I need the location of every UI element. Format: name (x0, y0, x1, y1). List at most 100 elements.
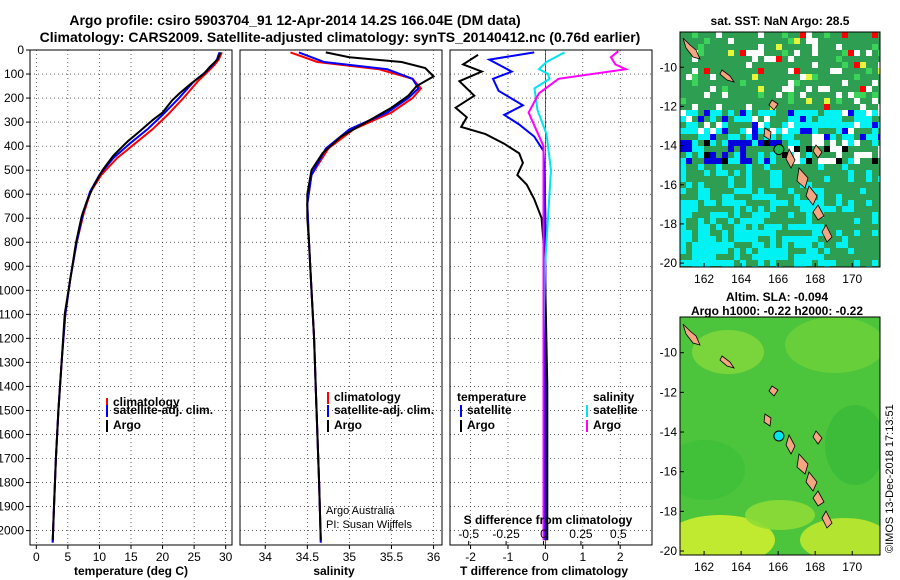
sst-cell (680, 164, 686, 170)
salinity-xlabel: salinity (313, 564, 355, 578)
sst-cell (854, 74, 860, 80)
sst-cell (830, 116, 836, 122)
series-line-climatology (51, 51, 223, 543)
sst-cell (740, 110, 746, 116)
sst-cell (872, 134, 878, 140)
sst-cell (848, 176, 854, 182)
sst-cell (854, 98, 860, 104)
sst-cell (722, 122, 728, 128)
sst-cell (692, 260, 698, 266)
sst-cell (854, 92, 860, 98)
sst-cell (842, 32, 848, 38)
sst-cell (812, 236, 818, 242)
sst-cell (800, 260, 806, 266)
sst-cell (758, 188, 764, 194)
sst-cell (734, 254, 740, 260)
sst-cell (770, 152, 776, 158)
sst-cell (842, 242, 848, 248)
x-tick-label: 2 (617, 550, 624, 564)
sst-cell (728, 158, 734, 164)
sst-cell (764, 164, 770, 170)
sst-cell (812, 230, 818, 236)
sst-cell (866, 116, 872, 122)
sst-cell (854, 50, 860, 56)
difference-legend-s-argo: Argo (593, 418, 621, 432)
sst-cell (836, 242, 842, 248)
sst-cell (854, 152, 860, 158)
sst-cell (710, 134, 716, 140)
sst-cell (794, 38, 800, 44)
sst-cell (806, 146, 812, 152)
sst-cell (770, 56, 776, 62)
sst-cell (770, 242, 776, 248)
temperature-xlabel: temperature (deg C) (74, 564, 188, 578)
sst-cell (680, 170, 686, 176)
sst-cell (716, 164, 722, 170)
sst-cell (698, 116, 704, 122)
sla-map-patch-3 (680, 440, 745, 500)
map-x-tick-label: 168 (805, 272, 825, 286)
sst-cell (824, 104, 830, 110)
sst-cell (872, 212, 878, 218)
sst-cell (716, 242, 722, 248)
sst-cell (770, 128, 776, 134)
sst-cell (704, 140, 710, 146)
sst-cell (722, 260, 728, 266)
sst-cell (770, 140, 776, 146)
sst-cell (734, 236, 740, 242)
sst-cell (680, 98, 686, 104)
sst-cell (824, 122, 830, 128)
sst-cell (758, 152, 764, 158)
sst-cell (782, 122, 788, 128)
sst-cell (866, 152, 872, 158)
sst-cell (806, 110, 812, 116)
salinity-frame (239, 49, 443, 546)
sla-map-coast-7 (812, 490, 825, 507)
sst-cell (758, 32, 764, 38)
sst-cell (758, 242, 764, 248)
map-y-tick-label: -10 (660, 346, 678, 360)
sst-cell (872, 140, 878, 146)
sst-cell (716, 32, 722, 38)
difference-legend-temperature: temperature (457, 390, 527, 404)
sst-cell (686, 236, 692, 242)
sst-cell (686, 206, 692, 212)
depth-tick-label: 1800 (0, 476, 24, 490)
sla-map-argo-marker (773, 430, 785, 442)
sst-cell (722, 116, 728, 122)
sst-cell (872, 122, 878, 128)
x2-tick-label: -0.25 (492, 527, 520, 541)
sst-cell (740, 80, 746, 86)
sst-cell (722, 230, 728, 236)
difference-legend-t-satellite: satellite (467, 403, 512, 417)
temperature-legend-satellite: satellite-adj. clim. (113, 403, 213, 417)
sst-cell (704, 152, 710, 158)
sst-cell (836, 158, 842, 164)
sst-cell (686, 116, 692, 122)
sst-cell (794, 116, 800, 122)
sst-cell (698, 128, 704, 134)
sst-cell (776, 128, 782, 134)
sst-cell (764, 110, 770, 116)
sst-cell (734, 230, 740, 236)
sst-cell (746, 110, 752, 116)
sst-cell (710, 128, 716, 134)
sst-cell (686, 122, 692, 128)
sst-cell (836, 110, 842, 116)
sst-cell (794, 200, 800, 206)
sla-map-coast-3 (763, 413, 772, 427)
sst-cell (686, 74, 692, 80)
sst-cell (722, 92, 728, 98)
sst-cell (680, 248, 686, 254)
sst-cell (680, 188, 686, 194)
sst-cell (740, 236, 746, 242)
sst-cell (854, 116, 860, 122)
series-line-argo (527, 50, 630, 541)
sst-cell (806, 38, 812, 44)
sst-cell (680, 128, 686, 134)
sst-cell (764, 116, 770, 122)
sst-cell (854, 218, 860, 224)
sst-cell (788, 140, 794, 146)
sst-cell (842, 206, 848, 212)
sst-cell (716, 104, 722, 110)
